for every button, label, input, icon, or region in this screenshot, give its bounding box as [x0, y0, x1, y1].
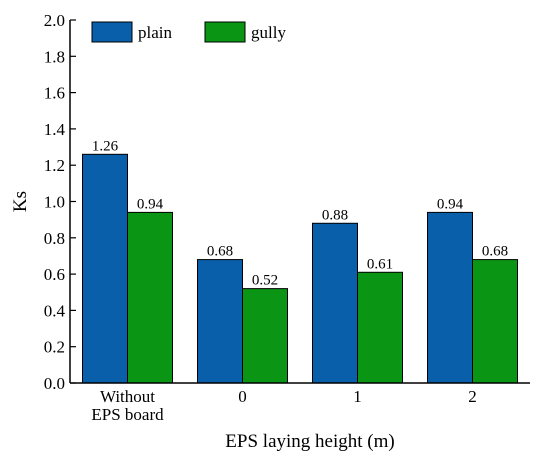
data-label-gully-0: 0.94: [137, 196, 164, 212]
bars-layer: [82, 153, 518, 384]
x-tick-label-line: EPS board: [91, 405, 164, 424]
data-label-gully-2: 0.61: [367, 256, 393, 272]
data-label-gully-3: 0.68: [482, 244, 508, 260]
x-tick-label-1: 0: [238, 387, 247, 406]
x-tick-label-line: 0: [238, 387, 247, 406]
y-tick-label: 0.4: [44, 301, 66, 320]
data-label-gully-1: 0.52: [252, 273, 278, 289]
legend-swatch-plain: [91, 21, 133, 43]
data-labels-layer: 1.26 0.94 0.68 0.52 0.88 0.61 0.94 0.68: [92, 138, 508, 288]
bar-plain-0: [82, 153, 128, 384]
legend-label-gully: gully: [251, 23, 286, 42]
bar-plain-2: [312, 222, 358, 384]
y-tick-label: 2.0: [44, 11, 65, 30]
y-tick-label: 0.0: [44, 374, 65, 393]
axes-layer: Without EPS board 0 1 2 0.0 0.2 0.4 0.6 0.8 1.0 1.2…: [44, 11, 530, 424]
bar-plain-3: [427, 211, 473, 384]
x-tick-label-2: 1: [353, 387, 362, 406]
y-tick-label: 1.2: [44, 156, 65, 175]
data-label-plain-2: 0.88: [322, 207, 348, 223]
y-tick-label: 1.0: [44, 193, 65, 212]
bar-gully-1: [242, 288, 288, 384]
legend: plain gully: [91, 21, 286, 43]
legend-label-plain: plain: [138, 23, 172, 42]
legend-swatch-gully: [204, 21, 246, 43]
data-label-plain-0: 1.26: [92, 138, 119, 154]
y-tick-label: 0.8: [44, 229, 65, 248]
y-axis-label: Ks: [10, 191, 31, 212]
x-tick-label-line: Without: [100, 387, 155, 406]
data-label-plain-1: 0.68: [207, 244, 233, 260]
x-tick-label-line: 1: [353, 387, 362, 406]
y-tick-label: 1.8: [44, 47, 65, 66]
x-tick-label-0: Without EPS board: [91, 387, 164, 424]
y-tick-label: 1.6: [44, 84, 65, 103]
y-tick-label: 0.2: [44, 338, 65, 357]
bar-gully-3: [472, 259, 518, 384]
bar-plain-1: [197, 259, 243, 384]
bar-gully-2: [357, 271, 403, 384]
y-tick-label: 1.4: [44, 120, 66, 139]
x-tick-label-3: 2: [468, 387, 477, 406]
x-tick-label-line: 2: [468, 387, 477, 406]
y-tick-label: 0.6: [44, 265, 65, 284]
data-label-plain-3: 0.94: [437, 196, 464, 212]
x-axis-label: EPS laying height (m): [225, 431, 394, 452]
bar-gully-0: [127, 211, 173, 384]
